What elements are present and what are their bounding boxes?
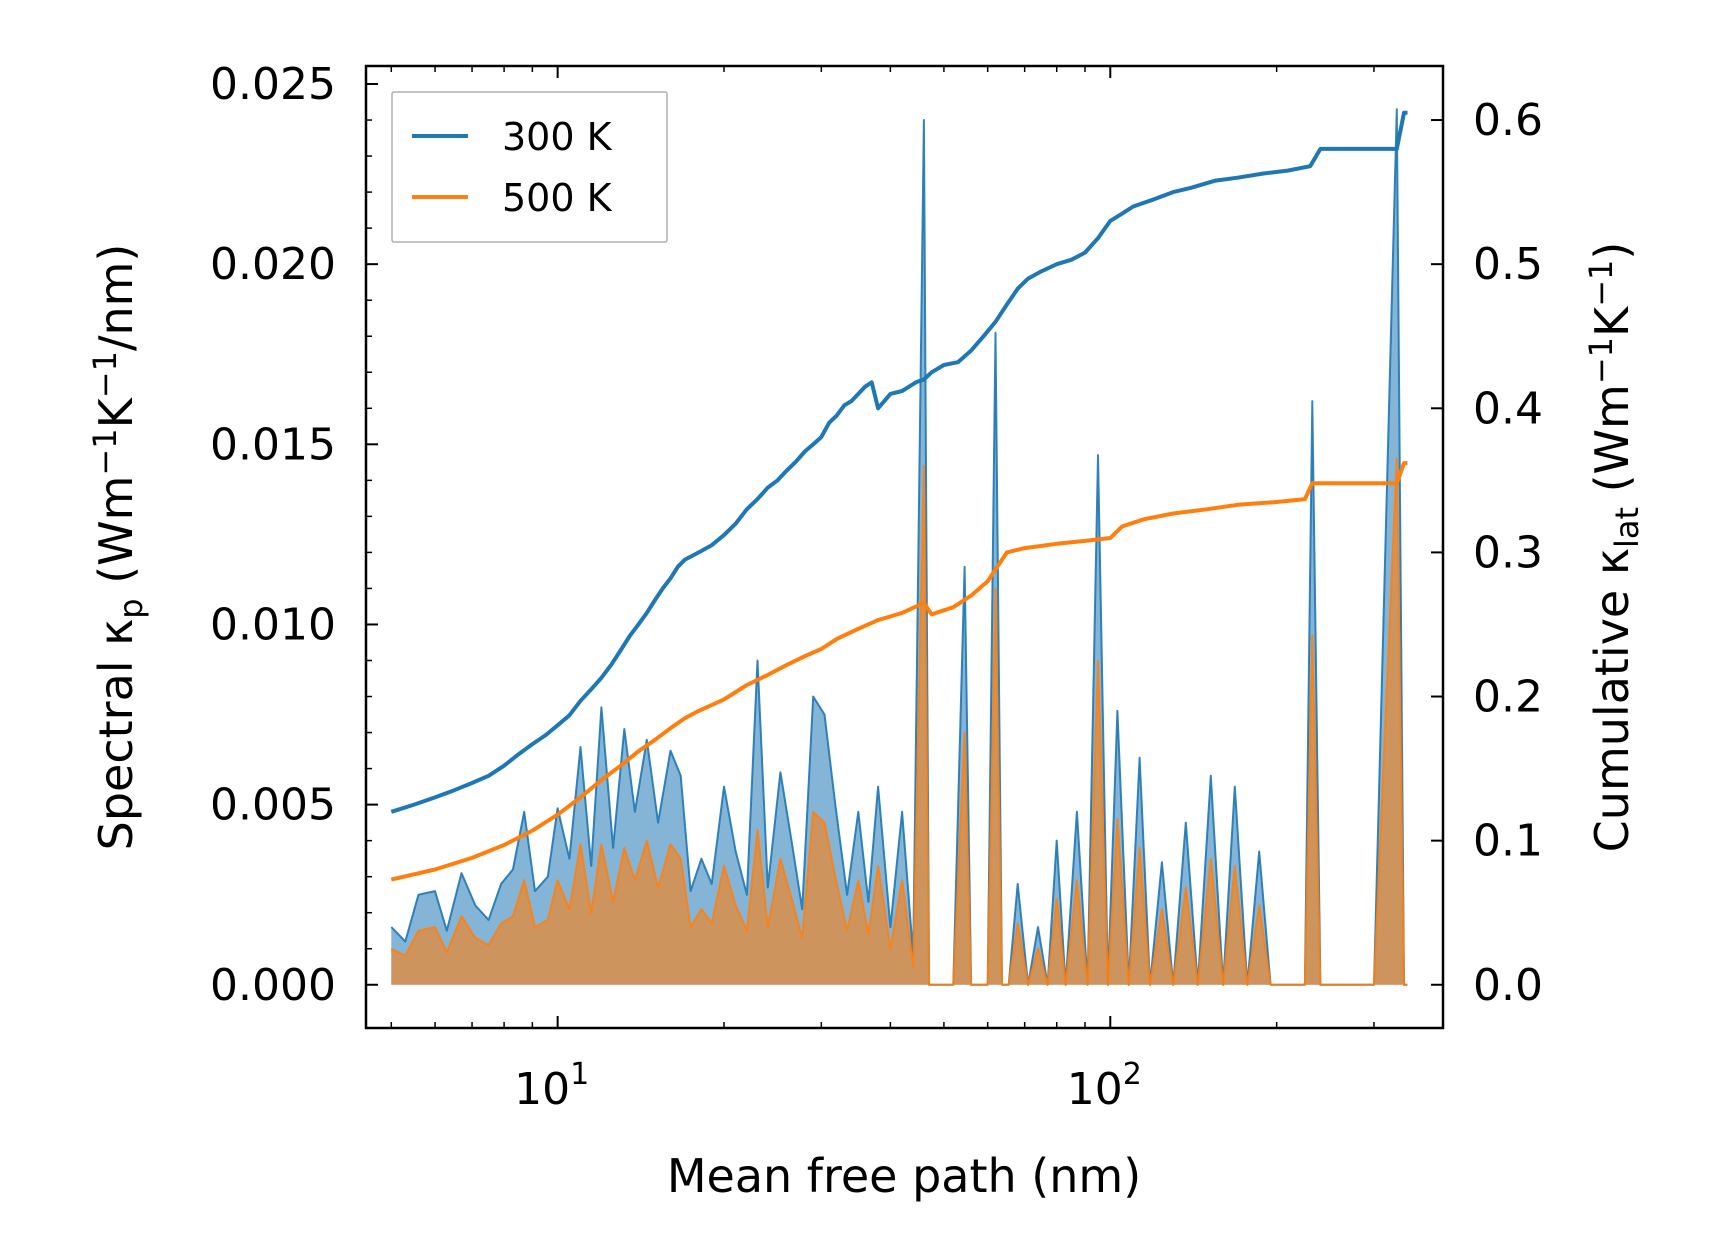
cumulative-line-500k bbox=[390, 461, 1408, 882]
y-left-tick-label: 0.010 bbox=[210, 599, 336, 650]
y-axis-left-label: Spectral κp (Wm−1K−1/nm) bbox=[86, 244, 150, 851]
y-right-tick-label: 0.6 bbox=[1473, 95, 1543, 146]
y-left-tick-label: 0.000 bbox=[210, 960, 336, 1011]
legend: 300 K 500 K bbox=[391, 91, 668, 243]
ticks-layer: 0.000 0.005 0.010 0.015 0.020 0.025 0.0 0.1 0.2 0… bbox=[210, 59, 1543, 1115]
spectral-area-300k bbox=[391, 109, 1408, 985]
y-left-tick-label: 0.025 bbox=[210, 59, 336, 110]
y-right-tick-label: 0.1 bbox=[1473, 816, 1543, 867]
cumulative-line-300k bbox=[390, 110, 1408, 814]
plot-layer bbox=[390, 108, 1408, 986]
y-left-tick-label: 0.020 bbox=[210, 239, 336, 290]
y-right-tick-label: 0.2 bbox=[1473, 672, 1543, 723]
x-axis-label: Mean free path (nm) bbox=[667, 1149, 1141, 1203]
x-tick-label: 101 bbox=[514, 1057, 589, 1115]
y-left-tick-label: 0.015 bbox=[210, 419, 336, 470]
spectral-area-500k bbox=[391, 458, 1408, 985]
legend-label-300k: 300 K bbox=[502, 115, 613, 159]
y-axis-right-label: Cumulative κlat (Wm−1K−1) bbox=[1582, 242, 1646, 853]
y-right-tick-label: 0.0 bbox=[1473, 960, 1543, 1011]
spectral-line-300k bbox=[390, 108, 1408, 986]
legend-frame bbox=[391, 91, 668, 243]
y-right-tick-label: 0.4 bbox=[1473, 383, 1543, 434]
y-right-tick-label: 0.3 bbox=[1473, 527, 1543, 578]
legend-label-500k: 500 K bbox=[502, 176, 613, 220]
x-tick-label: 102 bbox=[1067, 1057, 1142, 1115]
plot-frame bbox=[364, 64, 1445, 1030]
y-left-tick-label: 0.005 bbox=[210, 780, 336, 831]
y-right-tick-label: 0.5 bbox=[1473, 239, 1543, 290]
spectral-line-500k bbox=[390, 457, 1408, 986]
